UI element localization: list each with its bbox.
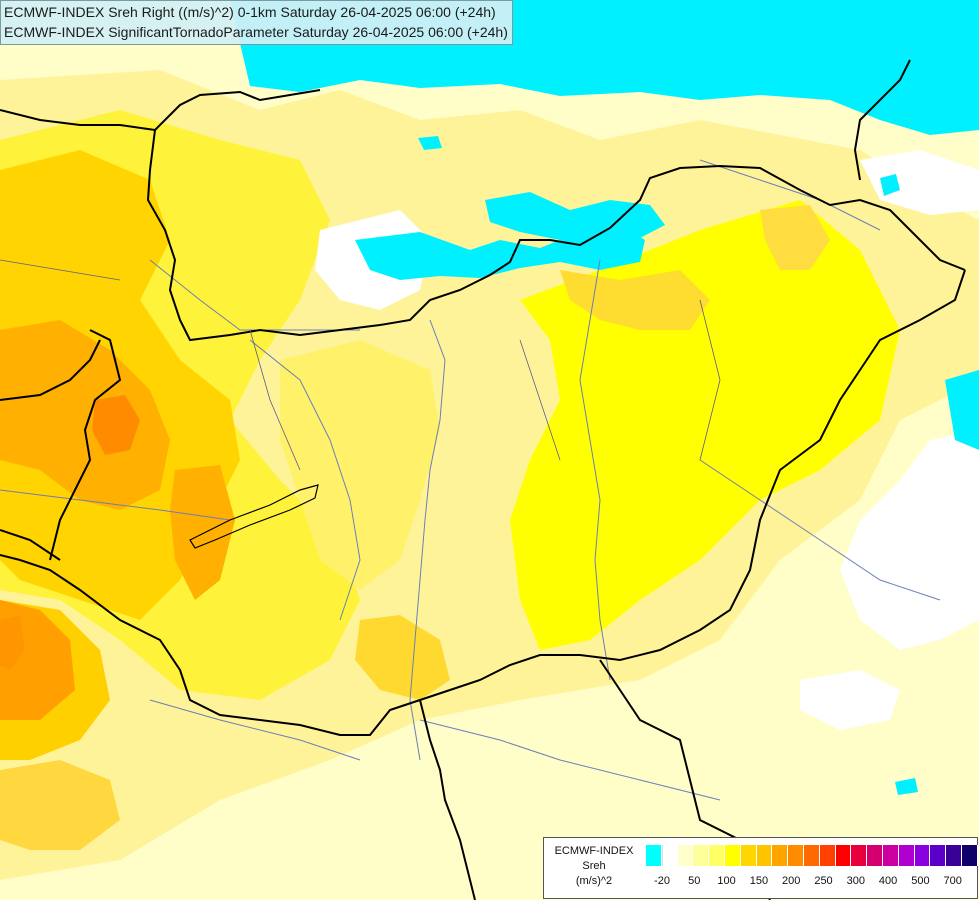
legend-swatch — [772, 845, 789, 866]
legend-swatch — [804, 845, 820, 866]
cyan-field-small-1 — [418, 136, 442, 150]
gold-field-bottomleft — [0, 760, 120, 850]
legend-swatch — [867, 845, 883, 866]
orange-field-5 — [0, 615, 25, 670]
legend-swatch — [930, 845, 947, 866]
cyan-field-east — [945, 370, 979, 450]
lake — [189, 484, 319, 549]
legend-tick-label: 300 — [846, 875, 865, 887]
legend-unit: (m/s)^2 — [575, 875, 613, 887]
legend-parameter: Sreh — [582, 860, 606, 872]
legend-tick-label: -20 — [654, 875, 670, 887]
legend-tick-label: 700 — [943, 875, 962, 887]
title-box: ECMWF-INDEX Sreh Right ((m/s)^2) 0-1km S… — [0, 0, 513, 45]
legend-swatch — [898, 845, 915, 866]
cyan-field-small-2 — [880, 174, 900, 196]
region-lines — [0, 259, 721, 471]
legend-swatch — [914, 845, 931, 866]
legend-source: ECMWF-INDEX — [554, 845, 634, 857]
legend-swatch — [756, 845, 773, 866]
legend-swatch — [693, 845, 710, 866]
title-line-1: ECMWF-INDEX Sreh Right ((m/s)^2) 0-1km S… — [4, 4, 496, 20]
gold-field-northeast — [760, 205, 830, 270]
yellow-field-center — [280, 340, 440, 590]
legend-swatch — [677, 845, 694, 866]
gold-field-south — [355, 615, 450, 700]
legend-tick-label: 150 — [749, 875, 769, 887]
legend-swatch — [835, 845, 852, 866]
orange-field-3 — [92, 395, 140, 455]
white-field-east — [840, 430, 979, 650]
legend-swatch — [851, 845, 868, 866]
legend-tick-label: 200 — [782, 875, 801, 887]
legend-swatch — [788, 845, 804, 866]
cyan-field-small-3 — [895, 778, 918, 795]
legend-swatch — [946, 845, 962, 866]
legend-tick-label: 500 — [911, 875, 930, 887]
legend-swatch — [661, 845, 678, 866]
legend-tick-label: 400 — [878, 875, 898, 887]
cyan-field-blob — [485, 192, 665, 240]
white-field-southeast — [800, 670, 900, 730]
title-line-2: ECMWF-INDEX SignificantTornadoParameter … — [4, 24, 508, 40]
color-legend: ECMWF-INDEX Sreh (m/s)^2 -20 50 100 150 200 2… — [543, 837, 978, 899]
rivers — [0, 159, 941, 801]
legend-swatch — [646, 845, 662, 866]
legend-swatch — [709, 845, 725, 866]
legend-swatch — [883, 845, 899, 866]
legend-swatch — [740, 845, 757, 866]
legend-swatch — [819, 845, 836, 866]
legend-tick-label: 100 — [717, 875, 736, 887]
legend-tick-label: 250 — [814, 875, 833, 887]
cyan-field-mid — [355, 225, 645, 280]
orange-field-1 — [0, 320, 170, 510]
legend-swatch — [962, 845, 978, 866]
gold-field-north — [560, 270, 710, 330]
orange-field-4 — [170, 465, 235, 600]
legend-swatch — [725, 845, 741, 866]
white-field-northeast — [860, 150, 979, 215]
legend-tick-label: 50 — [688, 875, 701, 887]
